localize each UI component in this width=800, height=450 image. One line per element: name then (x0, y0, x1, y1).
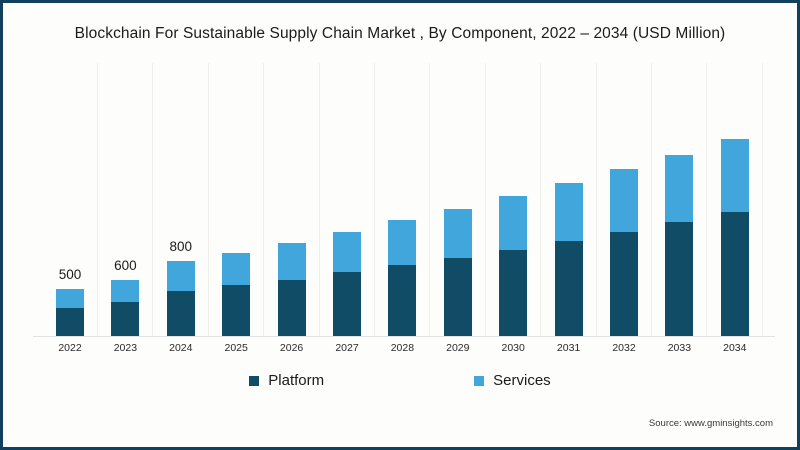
bar-2031[interactable] (554, 183, 583, 336)
x-axis-tick-2027: 2027 (335, 342, 359, 354)
bar-2024[interactable] (166, 260, 195, 336)
bar-segment-services-2025[interactable] (222, 252, 251, 286)
x-axis-tick-2030: 2030 (501, 342, 525, 354)
grid-line (263, 63, 265, 336)
bar-segment-platform-2023[interactable] (111, 302, 140, 336)
data-label-2023: 600 (114, 257, 137, 273)
x-axis-tick-2026: 2026 (279, 342, 304, 354)
bar-segment-services-2032[interactable] (610, 169, 638, 232)
x-axis-tick-2024: 2024 (169, 342, 193, 354)
x-axis-tick-2032: 2032 (612, 342, 636, 354)
bar-segment-services-2030[interactable] (499, 196, 528, 250)
x-axis-tick-2023: 2023 (113, 342, 138, 354)
bar-2029[interactable] (443, 209, 472, 336)
bar-segment-services-2027[interactable] (333, 231, 361, 273)
grid-line (706, 63, 708, 336)
grid-line (429, 63, 431, 336)
x-axis-tick-2028: 2028 (390, 342, 415, 354)
bar-2025[interactable] (222, 252, 251, 336)
legend-item-services[interactable]: Services (474, 372, 551, 389)
bar-2032[interactable] (610, 169, 638, 336)
grid-line (761, 63, 763, 336)
bar-segment-platform-2022[interactable] (56, 307, 84, 336)
bar-segment-platform-2031[interactable] (554, 241, 583, 336)
legend-label-services: Services (493, 372, 551, 389)
bar-2023[interactable] (111, 279, 140, 336)
bar-2027[interactable] (333, 231, 361, 336)
bar-segment-services-2031[interactable] (554, 183, 583, 242)
data-label-2022: 500 (58, 267, 82, 283)
bar-segment-platform-2028[interactable] (388, 264, 417, 336)
bar-2026[interactable] (277, 243, 306, 336)
grid-line (651, 63, 652, 336)
data-label-2024: 800 (169, 238, 193, 254)
legend-label-platform: Platform (268, 372, 325, 389)
x-axis-baseline (33, 336, 775, 337)
x-axis-tick-2034: 2034 (723, 342, 747, 354)
bar-segment-platform-2026[interactable] (277, 279, 306, 336)
bar-2030[interactable] (499, 196, 528, 336)
bar-2033[interactable] (665, 154, 694, 336)
grid-line (484, 63, 486, 336)
bar-segment-platform-2033[interactable] (665, 222, 694, 336)
source-attribution: Source: www.gminsights.com (648, 418, 773, 429)
bar-segment-services-2024[interactable] (166, 260, 195, 291)
bar-segment-platform-2030[interactable] (499, 249, 528, 336)
chart-title: Blockchain For Sustainable Supply Chain … (74, 25, 726, 42)
bar-segment-services-2026[interactable] (277, 243, 306, 280)
grid-line (207, 63, 209, 336)
legend-swatch-platform-icon (249, 375, 260, 386)
x-axis-tick-2022: 2022 (58, 342, 82, 354)
legend-item-platform[interactable]: Platform (249, 372, 324, 389)
chart-legend: Platform Services (3, 372, 797, 389)
bar-segment-platform-2027[interactable] (333, 272, 361, 336)
x-axis-tick-2033: 2033 (667, 342, 692, 354)
bar-segment-services-2028[interactable] (388, 219, 417, 265)
bar-2034[interactable] (720, 139, 749, 336)
grid-line (374, 63, 375, 336)
bar-segment-services-2029[interactable] (443, 209, 472, 259)
bar-segment-platform-2029[interactable] (443, 258, 472, 336)
bar-segment-services-2033[interactable] (665, 154, 694, 223)
bar-segment-services-2022[interactable] (56, 289, 84, 308)
grid-line (318, 63, 320, 336)
legend-swatch-services-icon (474, 375, 485, 386)
bar-segment-services-2023[interactable] (111, 279, 140, 303)
bar-segment-services-2034[interactable] (720, 139, 749, 213)
x-axis-tick-2025: 2025 (224, 342, 248, 354)
bar-segment-platform-2025[interactable] (222, 285, 251, 336)
grid-line (152, 63, 154, 336)
bar-segment-platform-2024[interactable] (166, 290, 195, 336)
grid-line (97, 63, 98, 336)
grid-line (595, 63, 597, 336)
x-axis-tick-2031: 2031 (556, 342, 581, 354)
bar-segment-platform-2032[interactable] (610, 231, 638, 336)
bar-2028[interactable] (388, 219, 417, 336)
x-axis-tick-2029: 2029 (446, 342, 470, 354)
bar-2022[interactable] (56, 289, 84, 336)
grid-line (540, 63, 542, 336)
bar-segment-platform-2034[interactable] (720, 212, 749, 336)
